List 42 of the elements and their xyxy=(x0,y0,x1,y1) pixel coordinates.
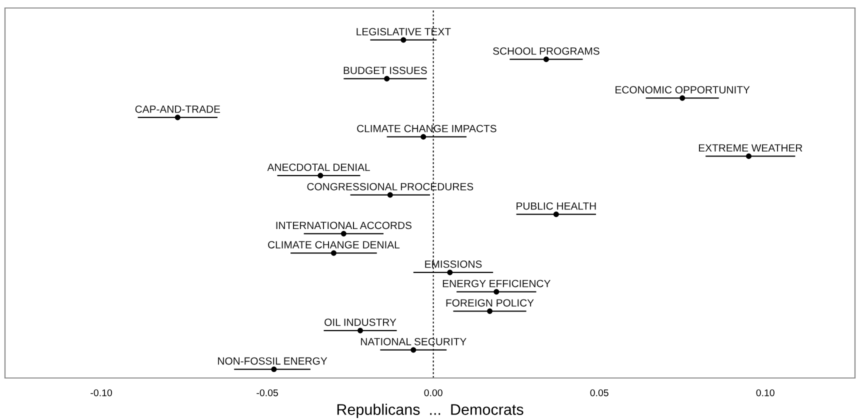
y-tick-label: ECONOMIC OPPORTUNITY xyxy=(616,86,750,94)
y-tick-label: CONGRESSIONAL PROCEDURES xyxy=(307,182,474,190)
x-tick-label: 0.00 xyxy=(424,389,442,396)
x-axis-title: Republicans ... Democrats xyxy=(337,404,524,418)
y-tick-label: NATIONAL SECURITY xyxy=(361,338,466,346)
y-tick-label: CLIMATE CHANGE DENIAL xyxy=(268,241,400,248)
point xyxy=(271,366,277,372)
point xyxy=(746,153,752,159)
point xyxy=(400,37,406,43)
x-tick-label: 0.10 xyxy=(756,389,774,396)
y-tick-label: BUDGET ISSUES xyxy=(344,66,427,74)
y-tick-label: OIL INDUSTRY xyxy=(324,318,396,326)
y-tick-label: LEGISLATIVE TEXT xyxy=(356,28,451,36)
point xyxy=(384,76,390,82)
point xyxy=(553,212,559,218)
x-tick-label: -0.05 xyxy=(256,389,278,396)
y-tick-label: PUBLIC HEALTH xyxy=(516,202,596,210)
y-tick-label: EXTREME WEATHER xyxy=(698,144,802,152)
y-tick-label: CLIMATE CHANGE IMPACTS xyxy=(357,124,496,132)
y-tick-label: NON-FOSSIL ENERGY xyxy=(218,357,328,365)
y-tick-label: EMISSIONS xyxy=(425,260,482,268)
point xyxy=(387,192,393,198)
point xyxy=(486,308,493,314)
y-tick-label: ENERGY EFFICIENCY xyxy=(442,280,550,288)
point xyxy=(680,95,686,101)
x-tick-label: -0.10 xyxy=(90,389,112,396)
point xyxy=(357,328,364,334)
point xyxy=(410,347,416,353)
x-tick-label: 0.05 xyxy=(590,389,608,396)
point xyxy=(447,270,453,276)
point xyxy=(330,250,336,256)
point xyxy=(318,172,324,178)
y-tick-label: FOREIGN POLICY xyxy=(446,299,534,307)
y-tick-label: CAP-AND-TRADE xyxy=(135,105,220,113)
y-tick-label: ANECDOTAL DENIAL xyxy=(267,164,370,171)
y-tick-label: SCHOOL PROGRAMS xyxy=(493,47,600,55)
y-tick-label: INTERNATIONAL ACCORDS xyxy=(276,222,412,230)
point xyxy=(174,114,180,120)
point xyxy=(494,289,500,295)
point xyxy=(543,56,549,62)
point xyxy=(340,230,346,236)
point xyxy=(420,134,426,140)
